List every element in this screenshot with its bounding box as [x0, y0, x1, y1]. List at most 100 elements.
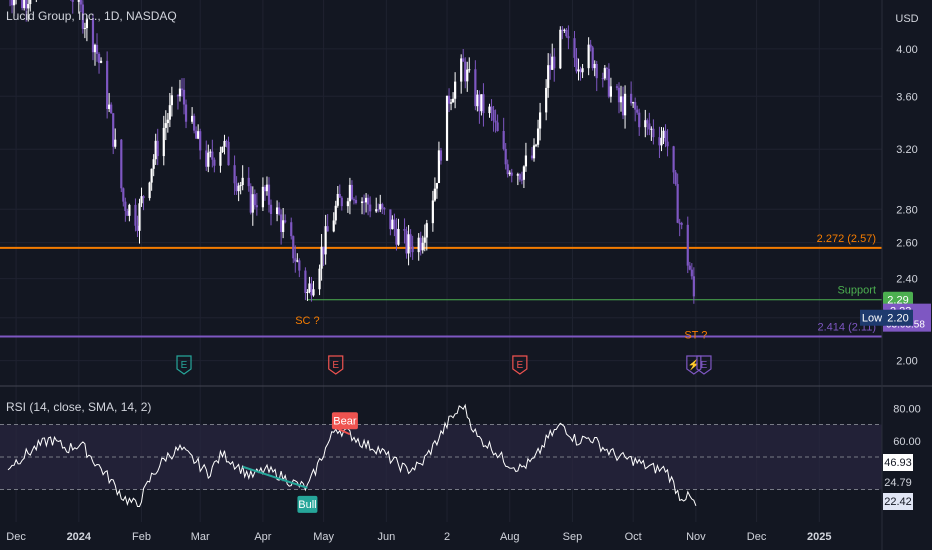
candle-body — [524, 155, 528, 167]
candle-body — [492, 109, 495, 121]
candle-body — [290, 222, 293, 237]
candle-body — [617, 87, 621, 103]
candle-body — [348, 184, 352, 202]
candle-body — [462, 58, 465, 62]
event-marker-glyph: E — [181, 360, 188, 371]
earnings-marker-4[interactable] — [696, 355, 712, 375]
candle-body — [124, 201, 127, 211]
candle-body — [409, 234, 412, 247]
candle-body — [93, 44, 97, 53]
candle-body — [265, 184, 269, 192]
divergence-badge[interactable] — [297, 495, 318, 513]
candle-body — [247, 177, 250, 187]
candle-body — [575, 57, 578, 72]
price-tick-label: 3.60 — [896, 91, 917, 103]
time-tick-label: 2 — [444, 531, 450, 543]
candle-body — [282, 220, 285, 233]
candle-body — [367, 197, 370, 205]
candle-body — [464, 61, 467, 82]
rsi-value-badge — [883, 474, 913, 491]
candle-body — [369, 204, 372, 212]
candle-body — [516, 174, 519, 176]
candle-body — [391, 219, 394, 230]
candle-body — [278, 207, 281, 215]
low-label: Low — [862, 313, 882, 325]
rsi-title[interactable]: RSI (14, close, SMA, 14, 2) — [6, 400, 151, 414]
candle-body — [23, 0, 26, 9]
candle-body — [164, 123, 167, 128]
candle-body — [197, 131, 200, 139]
candle-body — [565, 29, 568, 37]
candle-body — [648, 123, 651, 130]
price-tick-label: 2.80 — [896, 204, 917, 216]
candle-body — [193, 115, 196, 131]
candle-body — [589, 44, 592, 48]
axes: 4.00 3.60 3.20 2.80 2.60 2.40 2.20 2.00 80.00 60.… — [6, 44, 931, 543]
candle-body — [225, 140, 228, 142]
candle-body — [389, 209, 392, 230]
candle-body — [494, 120, 497, 123]
candle-body — [79, 0, 82, 5]
candle-body — [150, 168, 153, 183]
candle-body — [468, 69, 471, 71]
candle-body — [425, 223, 428, 238]
candle-body — [350, 184, 354, 200]
candle-body — [77, 0, 80, 2]
candle-body — [522, 166, 526, 180]
currency-label[interactable]: USD — [895, 13, 918, 25]
candle-body — [255, 205, 258, 208]
candle-body — [530, 155, 534, 159]
candle-body — [148, 182, 151, 199]
price-tick-label: 4.00 — [896, 44, 917, 56]
candle-body — [619, 96, 623, 103]
candle-body — [431, 200, 434, 224]
price-level-label: Support — [837, 285, 876, 297]
candle-body — [678, 222, 681, 224]
candle-body — [379, 204, 382, 210]
candle-body — [591, 47, 594, 69]
candle-body — [630, 93, 633, 104]
candle-body — [114, 139, 117, 147]
candle-body — [545, 87, 548, 113]
candle-body — [573, 38, 576, 58]
candle-body — [593, 63, 596, 69]
candle-body — [128, 204, 131, 216]
candle-body — [213, 159, 216, 166]
candle-body — [334, 205, 337, 221]
candle-body — [674, 172, 677, 185]
candle-body — [375, 209, 378, 212]
candle-body — [488, 106, 491, 114]
event-markers[interactable]: E E E ⚡ E — [176, 355, 712, 375]
candle-body — [29, 0, 32, 5]
rsi-value-badge-text: 24.79 — [884, 477, 912, 489]
symbol-title[interactable]: Lucid Group, Inc., 1D, NASDAQ — [6, 9, 177, 23]
time-tick-label: May — [313, 531, 334, 543]
time-tick-label: Dec — [6, 531, 26, 543]
candle-body — [460, 58, 463, 82]
divergence-badge[interactable] — [331, 412, 358, 430]
candle-body — [433, 188, 436, 201]
candle-body — [692, 276, 695, 297]
candle-body — [601, 78, 604, 80]
rsi-tick-label: 80.00 — [893, 403, 921, 415]
earnings-marker-1[interactable] — [328, 355, 344, 375]
candle-body — [478, 94, 481, 112]
candle-body — [690, 269, 693, 277]
candle-body — [170, 95, 173, 106]
candle-body — [267, 184, 271, 205]
candle-body — [176, 95, 180, 97]
candle-body — [304, 270, 307, 293]
price-tick-label: 2.40 — [896, 274, 917, 286]
earnings-marker-2[interactable] — [512, 355, 528, 375]
rsi-value-badge-text: 22.42 — [884, 496, 912, 508]
candle-body — [595, 63, 598, 79]
wyckoff-annotation: ST ? — [684, 329, 707, 341]
candle-body — [480, 94, 483, 112]
candle-body — [449, 102, 453, 104]
rsi-value-badge — [883, 454, 913, 471]
candle-body — [154, 140, 157, 160]
candle-body — [634, 102, 637, 110]
event-marker-glyph: E — [517, 360, 524, 371]
earnings-marker-0[interactable] — [176, 355, 192, 375]
